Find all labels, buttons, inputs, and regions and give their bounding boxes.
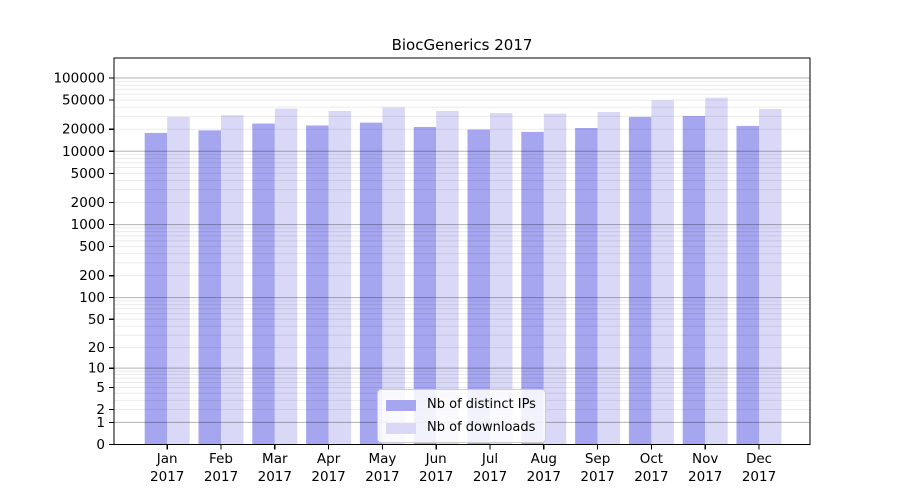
x-axis-label-month: Jun	[425, 451, 447, 467]
bar-downloads-jul	[490, 113, 513, 445]
x-axis-label-month: Jan	[156, 451, 178, 467]
bar-distinct-ips-aug	[521, 131, 544, 445]
x-axis-label-month: Aug	[531, 451, 557, 467]
chart-title: BiocGenerics 2017	[391, 36, 533, 54]
bar-downloads-dec	[759, 108, 782, 445]
legend-entry-downloads: Nb of downloads	[386, 420, 537, 436]
y-axis-label: 10000	[62, 144, 105, 160]
bar-distinct-ips-mar	[252, 123, 275, 445]
bar-distinct-ips-dec	[736, 125, 759, 445]
bar-downloads-sep	[597, 111, 621, 445]
x-axis-label-year: 2017	[742, 469, 776, 485]
x-axis-label-year: 2017	[634, 469, 668, 485]
y-axis-label: 20	[88, 340, 105, 356]
plot-box	[113, 57, 811, 446]
bar-downloads-aug	[543, 113, 567, 445]
legend-label-distinct-ips: Nb of distinct IPs	[427, 397, 536, 412]
x-axis-label-year: 2017	[204, 469, 238, 485]
bar-distinct-ips-apr	[306, 125, 329, 445]
y-axis-label: 100	[79, 290, 105, 306]
legend-label-downloads: Nb of downloads	[427, 420, 536, 435]
bar-distinct-ips-jun	[413, 126, 437, 445]
x-axis-label-year: 2017	[688, 469, 722, 485]
bar-distinct-ips-oct	[628, 116, 652, 445]
bar-downloads-may	[382, 107, 405, 445]
bar-downloads-jan	[167, 116, 190, 445]
bar-distinct-ips-nov	[682, 116, 706, 445]
legend-swatch-downloads	[386, 422, 416, 434]
y-axis-label: 20000	[62, 122, 105, 138]
bar-downloads-feb	[221, 115, 244, 445]
x-axis-label-month: Oct	[640, 451, 663, 467]
y-axis-label: 5000	[71, 166, 105, 182]
legend-swatch-distinct-ips	[386, 399, 416, 411]
y-axis-label: 10	[88, 361, 105, 377]
bar-downloads-mar	[274, 108, 298, 445]
bar-distinct-ips-feb	[198, 130, 221, 445]
x-axis-label-month: Nov	[692, 451, 718, 467]
legend-entry-distinct-ips: Nb of distinct IPs	[386, 397, 537, 413]
bar-downloads-nov	[705, 97, 728, 445]
bar-downloads-oct	[651, 100, 674, 445]
x-axis-label-year: 2017	[580, 469, 614, 485]
y-axis-label: 0	[96, 437, 105, 453]
y-axis-label: 100000	[53, 70, 105, 86]
x-axis-label-year: 2017	[311, 469, 345, 485]
bar-distinct-ips-may	[359, 122, 383, 445]
x-axis-label-year: 2017	[258, 469, 292, 485]
y-axis-label: 2	[96, 402, 105, 418]
y-axis-label: 2000	[71, 195, 105, 211]
y-axis-label: 200	[79, 268, 105, 284]
x-axis-label-month: Dec	[746, 451, 772, 467]
x-axis-label-month: Mar	[262, 451, 288, 467]
y-axis-label: 1	[96, 415, 105, 431]
x-axis-label-month: May	[368, 451, 396, 467]
bar-distinct-ips-jan	[144, 132, 168, 445]
bar-downloads-jun	[436, 110, 459, 445]
y-axis-label: 500	[79, 239, 105, 255]
bar-distinct-ips-sep	[575, 127, 598, 445]
x-axis-label-year: 2017	[473, 469, 507, 485]
x-axis-label-year: 2017	[419, 469, 453, 485]
x-axis-label-year: 2017	[365, 469, 399, 485]
bar-distinct-ips-jul	[467, 129, 490, 445]
x-axis-label-month: Jul	[481, 451, 498, 467]
y-axis-label: 50	[88, 312, 105, 328]
legend: Nb of distinct IPs Nb of downloads	[377, 389, 546, 443]
x-axis-label-month: Sep	[585, 451, 610, 467]
y-axis-label: 5	[96, 380, 105, 396]
y-axis-label: 50000	[62, 93, 105, 109]
y-axis-label: 1000	[71, 217, 105, 233]
x-axis-label-year: 2017	[150, 469, 184, 485]
x-axis-label-month: Feb	[209, 451, 233, 467]
bar-downloads-apr	[328, 110, 352, 445]
x-axis-label-year: 2017	[527, 469, 561, 485]
x-axis-label-month: Apr	[317, 451, 341, 467]
